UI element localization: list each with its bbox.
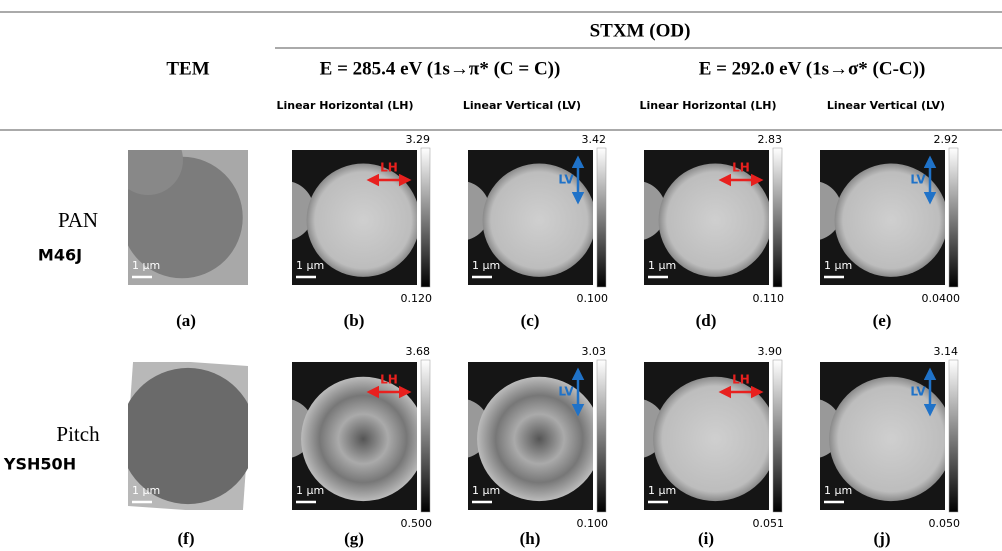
panel-label: (b)	[344, 311, 365, 330]
colorbar-min: 0.051	[753, 517, 785, 530]
panel-image	[430, 360, 606, 512]
arrow-label: LH	[732, 373, 750, 387]
fiber	[829, 377, 953, 501]
image	[606, 362, 777, 510]
scale-label: 1 µm	[648, 259, 676, 272]
polarization: Linear Vertical (LV)	[463, 99, 581, 112]
colorbar	[773, 148, 782, 287]
arrow-label: LV	[558, 385, 574, 399]
tem-header: TEM	[166, 58, 209, 79]
panel-image	[254, 148, 430, 287]
panel-image	[606, 360, 782, 512]
fiber	[477, 377, 601, 501]
colorbar	[773, 360, 782, 512]
header-title: STXM (OD)	[590, 20, 691, 41]
arrow-label: LV	[558, 173, 574, 187]
colorbar-min: 0.100	[577, 292, 609, 305]
arrow-label: LH	[732, 161, 750, 175]
colorbar	[597, 360, 606, 512]
arrow-label: LH	[380, 373, 398, 387]
scale-label: 1 µm	[296, 259, 324, 272]
scale-label: 1 µm	[132, 484, 160, 497]
panel-label: (h)	[520, 529, 541, 548]
scale-label: 1 µm	[132, 259, 160, 272]
image	[782, 150, 948, 285]
fiber	[254, 181, 314, 241]
panel-label: (i)	[698, 529, 714, 548]
panel-label: (c)	[521, 311, 540, 330]
colorbar-max: 3.29	[406, 133, 431, 146]
energy-header: E = 285.4 eV (1s→π* (C = C))	[320, 58, 561, 79]
image	[430, 150, 596, 285]
panel-image	[606, 148, 782, 287]
row-sample: YSH50H	[3, 455, 76, 474]
colorbar-max: 2.83	[758, 133, 783, 146]
image	[782, 362, 953, 510]
colorbar-max: 3.03	[582, 345, 607, 358]
image	[254, 362, 425, 510]
scale-label: 1 µm	[824, 484, 852, 497]
panel-label: (e)	[873, 311, 892, 330]
colorbar-min: 0.050	[929, 517, 961, 530]
colorbar-min: 0.0400	[922, 292, 961, 305]
row-material: Pitch	[56, 422, 100, 446]
panel-label: (f)	[178, 529, 195, 548]
colorbar-min: 0.500	[401, 517, 433, 530]
polarization: Linear Horizontal (LH)	[639, 99, 776, 112]
polarization: Linear Horizontal (LH)	[276, 99, 413, 112]
panel-label: (j)	[874, 529, 891, 548]
fiber	[113, 125, 183, 195]
arrow-label: LV	[910, 173, 926, 187]
arrow-label: LV	[910, 385, 926, 399]
colorbar-min: 0.110	[753, 292, 785, 305]
colorbar	[421, 148, 430, 287]
scale-label: 1 µm	[824, 259, 852, 272]
polarization: Linear Vertical (LV)	[827, 99, 945, 112]
panel-image	[430, 148, 606, 287]
colorbar-min: 0.120	[401, 292, 433, 305]
colorbar-min: 0.100	[577, 517, 609, 530]
row-sample: M46J	[38, 246, 82, 265]
colorbar-max: 3.42	[582, 133, 607, 146]
panel-label: (d)	[696, 311, 717, 330]
colorbar-max: 3.14	[934, 345, 959, 358]
fiber	[606, 181, 666, 241]
colorbar	[949, 360, 958, 512]
colorbar-max: 3.68	[406, 345, 431, 358]
colorbar-max: 3.90	[758, 345, 783, 358]
colorbar	[597, 148, 606, 287]
panel-image	[782, 360, 958, 512]
image	[430, 362, 601, 510]
scale-label: 1 µm	[472, 259, 500, 272]
colorbar-max: 2.92	[934, 133, 959, 146]
fiber	[301, 377, 425, 501]
colorbar	[421, 360, 430, 512]
fiber	[653, 377, 777, 501]
panel-label: (a)	[176, 311, 196, 330]
scale-label: 1 µm	[472, 484, 500, 497]
fiber	[782, 181, 842, 241]
panel-label: (g)	[344, 529, 364, 548]
arrow-label: LH	[380, 161, 398, 175]
colorbar	[949, 148, 958, 287]
energy-header: E = 292.0 eV (1s→σ* (C-C))	[699, 58, 926, 79]
panel-image	[254, 360, 430, 512]
panel-image	[782, 148, 958, 287]
row-material: PAN	[58, 208, 98, 232]
figure: STXM (OD) TEM E = 285.4 eV (1s→π* (C = C…	[0, 0, 1002, 551]
scale-label: 1 µm	[648, 484, 676, 497]
fiber	[430, 181, 490, 241]
scale-label: 1 µm	[296, 484, 324, 497]
